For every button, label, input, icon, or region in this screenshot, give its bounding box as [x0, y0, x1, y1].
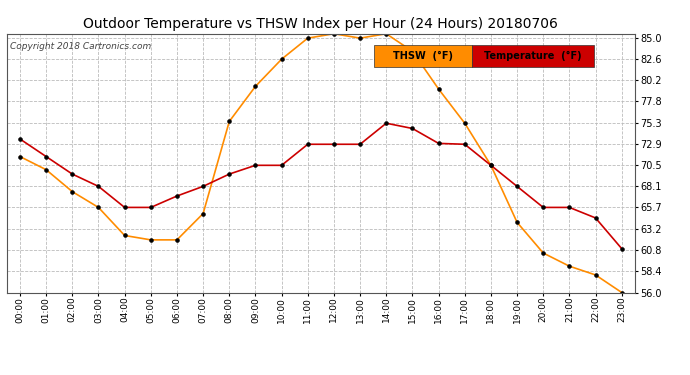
- Text: THSW  (°F): THSW (°F): [393, 51, 453, 62]
- Text: Copyright 2018 Cartronics.com: Copyright 2018 Cartronics.com: [10, 42, 151, 51]
- Text: Temperature  (°F): Temperature (°F): [484, 51, 582, 62]
- FancyBboxPatch shape: [471, 45, 594, 68]
- Title: Outdoor Temperature vs THSW Index per Hour (24 Hours) 20180706: Outdoor Temperature vs THSW Index per Ho…: [83, 17, 558, 31]
- FancyBboxPatch shape: [374, 45, 471, 68]
